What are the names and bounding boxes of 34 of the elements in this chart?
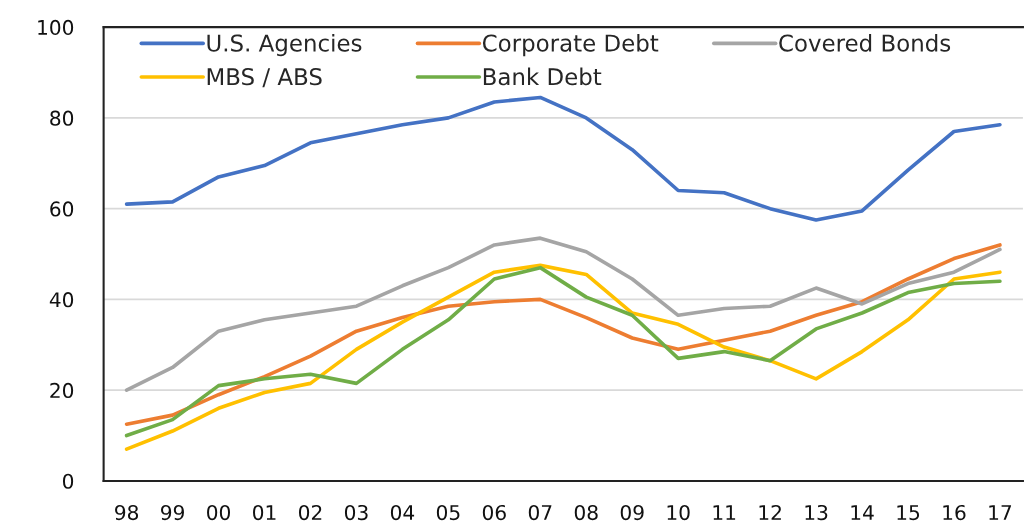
x-tick-label: 01	[253, 504, 276, 521]
legend-label: Covered Bonds	[779, 33, 951, 52]
legend-label: Bank Debt	[483, 67, 602, 86]
x-tick-label: 00	[207, 504, 231, 521]
y-tick-label: 40	[49, 292, 74, 308]
x-tick-label: 12	[759, 504, 781, 520]
x-tick-label: 15	[897, 505, 920, 521]
x-tick-label: 98	[115, 504, 139, 521]
x-tick-label: 99	[161, 504, 184, 521]
x-tick-label: 05	[436, 504, 460, 521]
legend-label: Corporate Debt	[482, 33, 659, 57]
y-tick-label: 0	[62, 473, 74, 489]
x-tick-label: 04	[390, 504, 415, 521]
x-tick-label: 03	[344, 504, 368, 521]
x-tick-label: 17	[989, 505, 1012, 520]
y-tick-label: 80	[50, 110, 74, 126]
x-tick-label: 13	[805, 504, 828, 521]
line-series	[124, 236, 1002, 392]
x-tick-label: 10	[667, 504, 690, 521]
x-tick-label: 08	[574, 504, 598, 521]
legend-label: U.S. Agencies	[207, 33, 362, 57]
x-tick-label: 14	[851, 505, 874, 520]
line-series	[124, 243, 1002, 427]
x-tick-label: 09	[620, 504, 644, 521]
y-tick-label: 100	[38, 19, 74, 36]
x-tick-label: 11	[713, 505, 736, 520]
line-series	[124, 95, 1002, 222]
y-tick-label: 60	[50, 201, 74, 217]
x-tick-label: 07	[528, 504, 552, 521]
x-tick-label: 06	[482, 504, 506, 521]
legend-label: MBS / ABS	[207, 68, 322, 88]
x-tick-label: 16	[943, 504, 966, 521]
y-tick-label: 20	[50, 382, 74, 399]
x-tick-label: 02	[298, 504, 322, 521]
